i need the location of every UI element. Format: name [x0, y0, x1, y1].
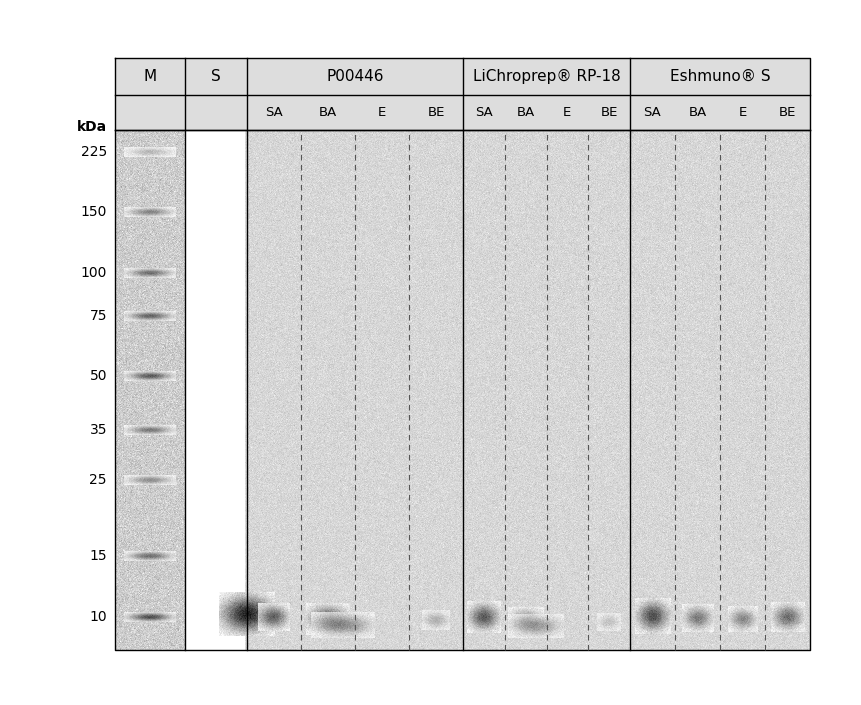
Text: BE: BE — [779, 106, 796, 119]
Text: P00446: P00446 — [326, 69, 384, 84]
Text: 225: 225 — [81, 145, 107, 159]
Text: BA: BA — [517, 106, 535, 119]
Text: 35: 35 — [90, 422, 107, 436]
Text: SA: SA — [475, 106, 492, 119]
Text: Eshmuno® S: Eshmuno® S — [670, 69, 771, 84]
Text: SA: SA — [644, 106, 661, 119]
Bar — [185, 58, 247, 130]
Bar — [115, 58, 185, 130]
Text: 15: 15 — [90, 549, 107, 563]
Text: 25: 25 — [90, 473, 107, 486]
Text: BA: BA — [689, 106, 707, 119]
Bar — [247, 58, 463, 130]
Text: BE: BE — [600, 106, 618, 119]
Text: 150: 150 — [81, 205, 107, 219]
Text: BA: BA — [319, 106, 338, 119]
Bar — [630, 58, 810, 130]
Text: 50: 50 — [90, 369, 107, 384]
Bar — [463, 58, 630, 130]
Text: BE: BE — [427, 106, 444, 119]
Text: S: S — [211, 69, 221, 84]
Text: E: E — [563, 106, 572, 119]
Text: 75: 75 — [90, 309, 107, 323]
Text: LiChroprep® RP-18: LiChroprep® RP-18 — [473, 69, 621, 84]
Text: SA: SA — [265, 106, 283, 119]
Text: 100: 100 — [81, 266, 107, 280]
Text: E: E — [378, 106, 386, 119]
Text: 10: 10 — [90, 610, 107, 624]
Text: M: M — [144, 69, 157, 84]
Text: kDa: kDa — [77, 120, 107, 133]
Text: E: E — [739, 106, 746, 119]
